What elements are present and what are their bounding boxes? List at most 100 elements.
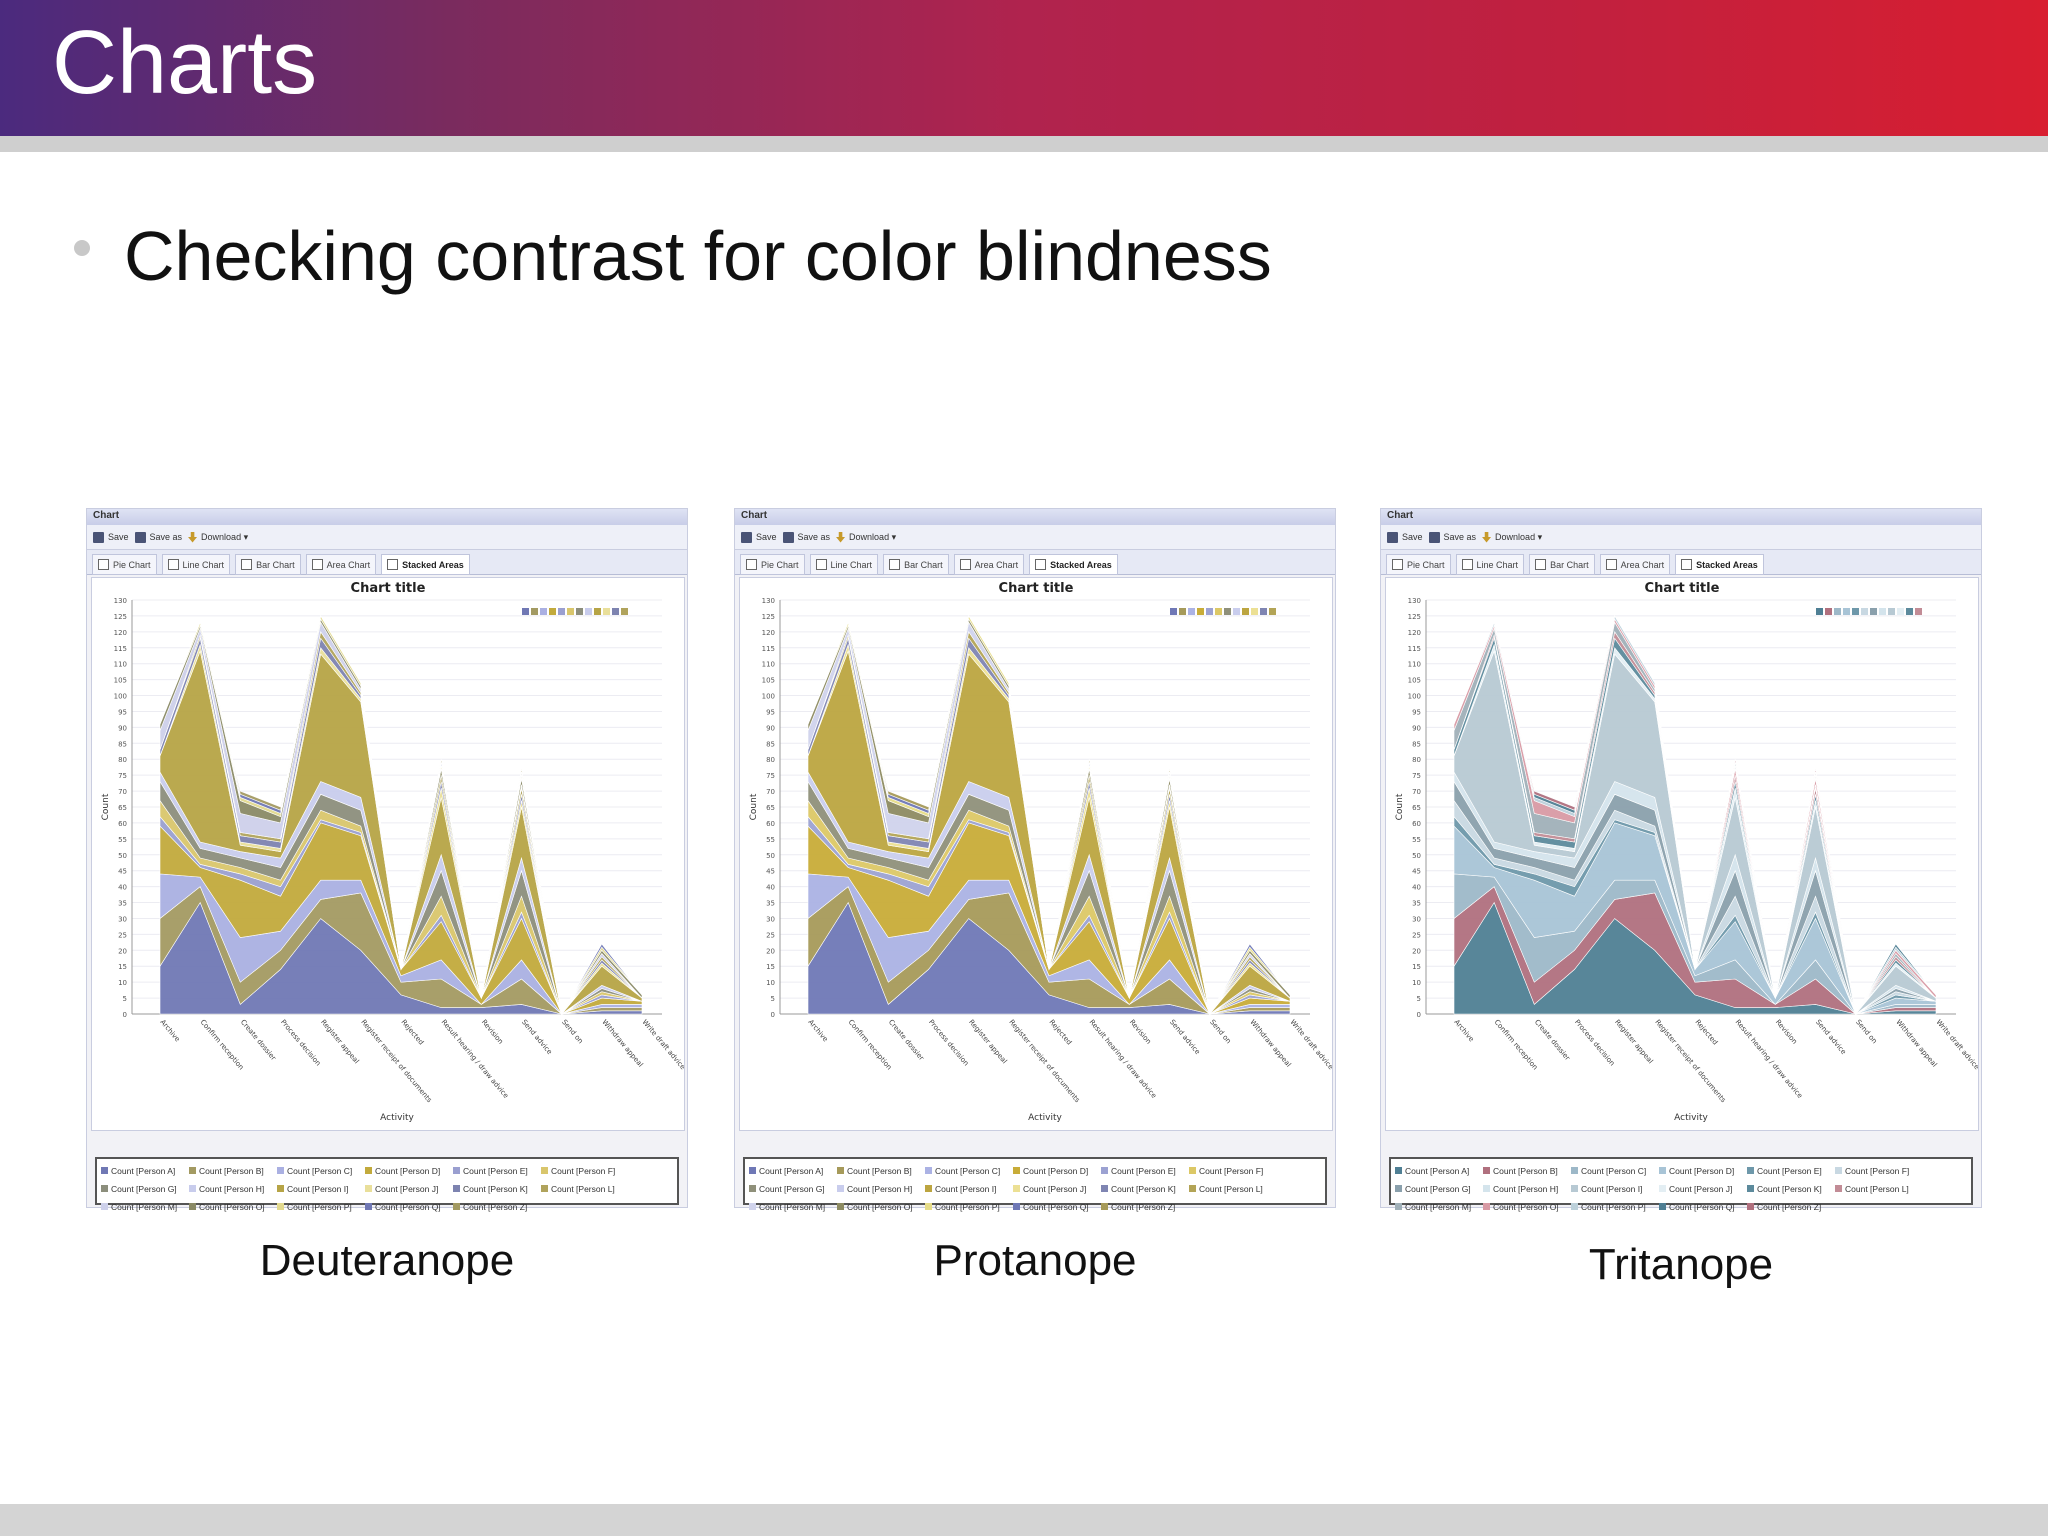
tab-area-chart[interactable]: Area Chart (953, 554, 1025, 575)
x-tick-label: Rejected (1047, 1018, 1073, 1046)
tab-line-chart[interactable]: Line Chart (1455, 554, 1525, 575)
legend-swatch (1483, 1185, 1490, 1192)
save-as-icon (1428, 531, 1440, 543)
legend-label: Count [Person B] (847, 1165, 912, 1176)
legend-item: Count [Person F] (1189, 1164, 1277, 1178)
legend-label: Count [Person K] (463, 1183, 528, 1194)
download-button-label: Download ▾ (849, 531, 897, 542)
save-as-button[interactable]: Save as (134, 525, 182, 549)
legend-item: Count [Person G] (1395, 1182, 1483, 1196)
save-as-button[interactable]: Save as (782, 525, 830, 549)
legend-swatch (540, 608, 547, 615)
caption-protanope: Protanope (933, 1236, 1137, 1285)
download-icon (188, 531, 198, 543)
legend-label: Count [Person C] (1581, 1165, 1647, 1176)
caption-tritanope: Tritanope (1588, 1240, 1774, 1289)
x-tick-label: Register appeal (1613, 1018, 1654, 1065)
slide-title: Charts (52, 13, 318, 113)
legend-swatch (101, 1167, 108, 1174)
legend-swatch (277, 1185, 284, 1192)
save-button[interactable]: Save (1387, 525, 1423, 549)
tab-stacked-areas[interactable]: Stacked Areas (1675, 554, 1764, 575)
toolbar: Save Save as Download ▾ (87, 525, 687, 550)
x-tick-label: Write draft advice (1934, 1018, 1978, 1071)
x-tick-label: Result hearing / draw advice (440, 1018, 510, 1100)
legend-swatch (576, 608, 583, 615)
tab-line-chart[interactable]: Line Chart (161, 554, 231, 575)
legend-swatch (189, 1203, 196, 1210)
tab-pie-chart[interactable]: Pie Chart (740, 554, 805, 575)
tab-pie-chart[interactable]: Pie Chart (92, 554, 157, 575)
legend-swatch (365, 1185, 372, 1192)
legend-item: Count [Person Q] (365, 1200, 453, 1214)
legend-swatch (837, 1167, 844, 1174)
save-button[interactable]: Save (93, 525, 129, 549)
chart-type-icon (959, 559, 971, 570)
legend-swatch (1206, 608, 1213, 615)
x-tick-label: Archive (158, 1018, 181, 1043)
tab-area-chart[interactable]: Area Chart (1599, 554, 1671, 575)
chart-type-icon (1461, 559, 1473, 570)
y-tick-label: 125 (1408, 613, 1421, 621)
legend-swatch (1395, 1203, 1402, 1210)
save-button-label: Save (1402, 532, 1423, 542)
tab-stacked-areas[interactable]: Stacked Areas (1029, 554, 1118, 575)
download-button[interactable]: Download ▾ (836, 525, 896, 549)
y-tick-label: 130 (762, 597, 775, 605)
y-tick-label: 125 (762, 613, 775, 621)
tab-bar-chart[interactable]: Bar Chart (235, 554, 301, 575)
x-tick-label: Send on (560, 1018, 584, 1045)
chart-legend: Count [Person A] Count [Person B] Count [P… (1389, 1157, 1973, 1212)
legend-label: Count [Person F] (1845, 1165, 1910, 1176)
y-tick-label: 15 (118, 963, 127, 971)
legend-swatch (365, 1167, 372, 1174)
legend-item: Count [Person L] (541, 1182, 629, 1196)
y-tick-label: 80 (1412, 756, 1421, 764)
x-tick-label: Register receipt of documents (1653, 1018, 1727, 1104)
download-button[interactable]: Download ▾ (1482, 525, 1542, 549)
legend-item: Count [Person M] (1395, 1200, 1483, 1214)
legend-swatch (567, 608, 574, 615)
legend-swatch (1825, 608, 1832, 615)
tab-pie-chart[interactable]: Pie Chart (1386, 554, 1451, 575)
chart-svg: Chart title 0 5 10 15 20 25 30 35 40 45 50 55 60 65 70 7… (1395, 581, 1978, 1123)
download-button[interactable]: Download ▾ (188, 525, 248, 549)
tab-bar-chart[interactable]: Bar Chart (883, 554, 949, 575)
legend-swatch (1659, 1167, 1666, 1174)
tab-label: Line Chart (1476, 559, 1519, 570)
tab-stacked-areas[interactable]: Stacked Areas (381, 554, 470, 575)
legend-swatch (1101, 1167, 1108, 1174)
legend-label: Count [Person A] (1405, 1165, 1470, 1176)
legend-item: Count [Person Q] (1013, 1200, 1101, 1214)
y-tick-label: 75 (118, 772, 127, 780)
y-tick-label: 0 (123, 1011, 127, 1019)
y-tick-label: 120 (114, 629, 127, 637)
chart-type-icon (167, 559, 179, 570)
legend-swatch (594, 608, 601, 615)
y-tick-label: 125 (114, 613, 127, 621)
window-titlebar: Chart (735, 509, 1335, 525)
y-tick-label: 130 (114, 597, 127, 605)
y-tick-label: 10 (1412, 979, 1421, 987)
chart-svg: Chart title 0 5 10 15 20 25 30 35 40 45 50 55 60 65 70 7… (749, 581, 1332, 1123)
tab-label: Area Chart (326, 559, 371, 570)
tab-bar-chart[interactable]: Bar Chart (1529, 554, 1595, 575)
legend-label: Count [Person J] (1023, 1183, 1087, 1194)
tab-area-chart[interactable]: Area Chart (305, 554, 377, 575)
tab-line-chart[interactable]: Line Chart (809, 554, 879, 575)
legend-swatch (1843, 608, 1850, 615)
y-tick-label: 30 (118, 915, 127, 923)
legend-swatch (1659, 1185, 1666, 1192)
tab-label: Bar Chart (904, 559, 943, 570)
legend-swatch (1571, 1203, 1578, 1210)
y-tick-label: 65 (766, 804, 775, 812)
save-as-button[interactable]: Save as (1428, 525, 1476, 549)
legend-swatch (612, 608, 619, 615)
legend-item: Count [Person G] (749, 1182, 837, 1196)
y-tick-label: 25 (1412, 931, 1421, 939)
save-button[interactable]: Save (741, 525, 777, 549)
tab-label: Pie Chart (1407, 559, 1445, 570)
y-tick-label: 50 (766, 852, 775, 860)
y-tick-label: 60 (1412, 820, 1421, 828)
legend-item: Count [Person E] (453, 1164, 541, 1178)
